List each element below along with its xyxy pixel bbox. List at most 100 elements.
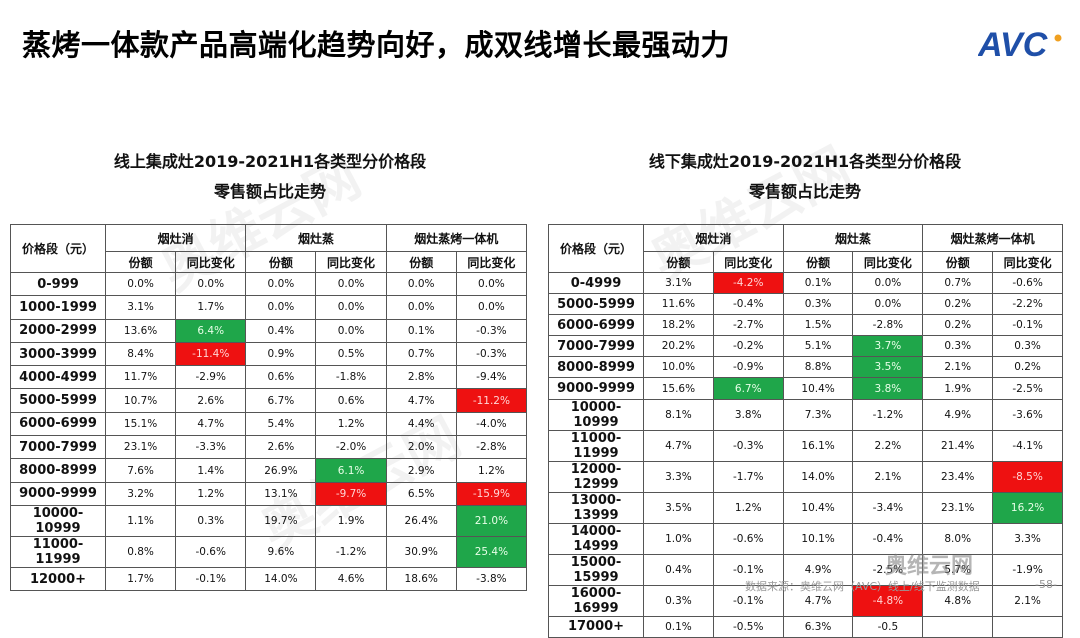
share-cell: 0.0% bbox=[385, 295, 457, 320]
share-cell: 2.6% bbox=[245, 435, 317, 460]
share-cell: 0.0% bbox=[245, 271, 317, 297]
share-cell: 0.9% bbox=[245, 341, 317, 367]
share-cell: 19.7% bbox=[245, 504, 317, 537]
table-row: 0-4999 3.1% -4.2% 0.1% 0.0% 0.7% -0.6% bbox=[548, 271, 1063, 295]
share-cell: 10.4% bbox=[782, 377, 854, 400]
share-cell: 9.6% bbox=[245, 535, 317, 568]
sub-header: 份额 bbox=[922, 251, 994, 273]
share-cell: 5.7% bbox=[922, 553, 994, 586]
price-range: 10000-10999 bbox=[548, 398, 644, 431]
share-cell: 1.1% bbox=[104, 504, 177, 537]
share-cell: 0.7% bbox=[922, 271, 994, 295]
table-row: 13000-13999 3.5% 1.2% 10.4% -3.4% 23.1% 16.2% bbox=[548, 491, 1063, 524]
yoy-change-cell: -11.4% bbox=[175, 341, 247, 367]
share-cell: 5.4% bbox=[245, 411, 317, 437]
yoy-change-cell: 0.0% bbox=[315, 318, 387, 343]
share-cell: 6.7% bbox=[245, 388, 317, 413]
yoy-change-cell: 2.6% bbox=[175, 388, 247, 413]
yoy-change-cell: -2.7% bbox=[712, 314, 784, 337]
price-range: 8000-8999 bbox=[10, 458, 106, 483]
yoy-change-cell: -3.3% bbox=[175, 435, 247, 460]
table-row: 10000-10999 8.1% 3.8% 7.3% -1.2% 4.9% -3.6% bbox=[548, 398, 1063, 431]
share-cell: 0.3% bbox=[643, 584, 714, 617]
yoy-change-cell: 4.7% bbox=[175, 411, 247, 437]
yoy-change-cell: -1.7% bbox=[712, 460, 784, 493]
share-cell: 4.4% bbox=[385, 411, 457, 437]
share-cell: 0.1% bbox=[385, 318, 457, 343]
share-cell: 4.7% bbox=[385, 388, 457, 413]
corner-header: 价格段（元） bbox=[10, 224, 106, 273]
price-range: 11000-11999 bbox=[10, 535, 106, 568]
price-range: 6000-6999 bbox=[548, 314, 644, 337]
yoy-change-cell: 1.9% bbox=[315, 504, 387, 537]
offline-table-title: 线下集成灶2019-2021H1各类型分价格段 零售额占比走势 bbox=[585, 147, 1025, 207]
yoy-change-cell: 0.3% bbox=[992, 335, 1063, 358]
share-cell: 0.3% bbox=[782, 293, 854, 316]
page-number: -58- bbox=[1035, 578, 1057, 591]
share-cell: 15.1% bbox=[104, 411, 177, 437]
yoy-change-cell: -3.4% bbox=[852, 491, 924, 524]
sub-header: 份额 bbox=[245, 251, 317, 273]
yoy-change-cell: 4.6% bbox=[315, 566, 387, 592]
price-range: 12000-12999 bbox=[548, 460, 644, 493]
table-row: 3000-3999 8.4% -11.4% 0.9% 0.5% 0.7% -0.3% bbox=[10, 341, 528, 367]
share-cell: 8.4% bbox=[104, 341, 177, 367]
yoy-change-cell: 0.0% bbox=[315, 295, 387, 320]
table-row: 11000-11999 4.7% -0.3% 16.1% 2.2% 21.4% -4.1% bbox=[548, 429, 1063, 462]
price-range: 11000-11999 bbox=[548, 429, 644, 462]
group-header: 烟灶消 bbox=[643, 224, 784, 252]
yoy-change-cell: 1.4% bbox=[175, 458, 247, 483]
price-range: 6000-6999 bbox=[10, 411, 106, 437]
yoy-change-cell: -8.5% bbox=[992, 460, 1063, 493]
avc-logo: AVC bbox=[978, 26, 1062, 62]
share-cell: 13.6% bbox=[104, 318, 177, 343]
wechat-overlay: 奥维云网 bbox=[885, 554, 974, 579]
yoy-change-cell bbox=[992, 615, 1063, 638]
yoy-change-cell: -0.6% bbox=[175, 535, 247, 568]
yoy-change-cell: -0.1% bbox=[992, 314, 1063, 337]
yoy-change-cell: 16.2% bbox=[992, 491, 1063, 524]
share-cell: 26.9% bbox=[245, 458, 317, 483]
price-range: 12000+ bbox=[10, 566, 106, 592]
table-row: 5000-5999 11.6% -0.4% 0.3% 0.0% 0.2% -2.2% bbox=[548, 293, 1063, 316]
yoy-change-cell: 1.2% bbox=[315, 411, 387, 437]
svg-text:AVC: AVC bbox=[978, 26, 1048, 62]
table-row: 7000-7999 20.2% -0.2% 5.1% 3.7% 0.3% 0.3% bbox=[548, 335, 1063, 358]
share-cell: 0.3% bbox=[922, 335, 994, 358]
yoy-change-cell: -0.9% bbox=[712, 356, 784, 379]
share-cell: 11.7% bbox=[104, 365, 177, 390]
table-row: 17000+ 0.1% -0.5% 6.3% -0.5 bbox=[548, 615, 1063, 638]
yoy-change-cell: -1.2% bbox=[315, 535, 387, 568]
yoy-change-cell: 2.2% bbox=[852, 429, 924, 462]
price-range: 0-4999 bbox=[548, 271, 644, 295]
share-cell: 2.9% bbox=[385, 458, 457, 483]
yoy-change-cell: -0.2% bbox=[712, 335, 784, 358]
yoy-change-cell: 1.2% bbox=[712, 491, 784, 524]
title-line-2: 零售额占比走势 bbox=[213, 182, 326, 201]
table-row: 1000-1999 3.1% 1.7% 0.0% 0.0% 0.0% 0.0% bbox=[10, 295, 528, 320]
yoy-change-cell: -4.2% bbox=[712, 271, 784, 295]
yoy-change-cell: 0.0% bbox=[852, 271, 924, 295]
share-cell: 0.4% bbox=[245, 318, 317, 343]
yoy-change-cell: 0.2% bbox=[992, 356, 1063, 379]
share-cell: 4.7% bbox=[643, 429, 714, 462]
yoy-change-cell: -3.6% bbox=[992, 398, 1063, 431]
share-cell: 26.4% bbox=[385, 504, 457, 537]
share-cell: 8.0% bbox=[922, 522, 994, 555]
yoy-change-cell: 0.0% bbox=[455, 295, 528, 320]
sub-header: 同比变化 bbox=[852, 251, 924, 273]
yoy-change-cell: 0.3% bbox=[175, 504, 247, 537]
share-cell: 3.1% bbox=[104, 295, 177, 320]
yoy-change-cell: -2.0% bbox=[315, 435, 387, 460]
share-cell: 0.0% bbox=[245, 295, 317, 320]
share-cell: 11.6% bbox=[643, 293, 714, 316]
share-cell: 16.1% bbox=[782, 429, 854, 462]
share-cell: 6.5% bbox=[385, 481, 457, 506]
share-cell: 23.1% bbox=[922, 491, 994, 524]
share-cell: 21.4% bbox=[922, 429, 994, 462]
share-cell: 3.1% bbox=[643, 271, 714, 295]
yoy-change-cell: -0.5% bbox=[712, 615, 784, 638]
data-source: 数据来源：奥维云网（AVC）线上/线下监测数据 bbox=[745, 580, 980, 593]
share-cell: 15.6% bbox=[643, 377, 714, 400]
sub-header: 同比变化 bbox=[992, 251, 1063, 273]
